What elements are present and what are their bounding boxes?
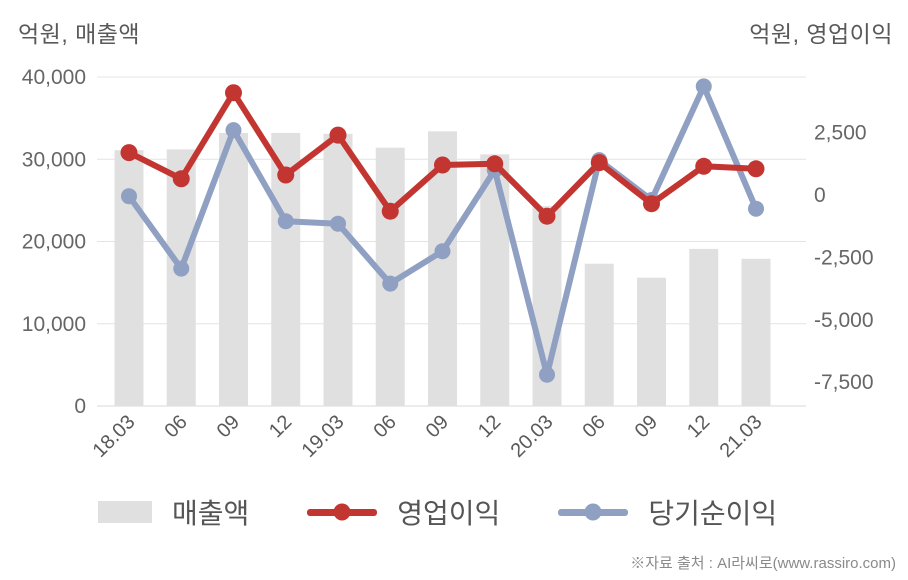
net-profit-point	[173, 260, 190, 277]
x-axis-tick-label: 12	[265, 411, 296, 442]
chart-legend: 매출액 영업이익 당기순이익	[98, 492, 777, 532]
net-profit-point	[748, 200, 764, 217]
net-profit-legend-swatch	[558, 503, 629, 521]
x-axis-tick-label: 09	[213, 411, 244, 442]
revenue-bar	[166, 149, 196, 406]
revenue-legend-swatch	[98, 501, 152, 523]
left-axis-tick-label: 0	[74, 395, 86, 418]
operating-profit-point	[747, 160, 765, 178]
operating-profit-point	[643, 195, 660, 213]
x-axis-tick-label: 21.03	[716, 411, 767, 462]
operating-profit-legend-marker-icon	[333, 503, 351, 521]
net-profit-point	[277, 213, 294, 230]
revenue-bar	[219, 132, 248, 406]
operating-profit-point	[590, 154, 608, 172]
left-axis-tick-label: 40,000	[22, 66, 86, 89]
net-profit-legend-marker-icon	[584, 503, 602, 521]
x-axis-tick-label: 12	[474, 411, 505, 442]
x-axis-tick-label: 12	[683, 411, 714, 442]
net-profit-point	[434, 243, 451, 260]
operating-profit-point	[434, 156, 451, 174]
operating-profit-point	[225, 84, 242, 102]
operating-profit-point	[329, 126, 347, 144]
legend-item-operating-profit[interactable]: 영업이익	[307, 492, 500, 532]
net-profit-point	[382, 275, 399, 292]
revenue-bar	[480, 154, 510, 406]
revenue-bar	[323, 133, 353, 406]
right-axis-tick-label: 0	[814, 184, 826, 207]
left-axis-tick-label: 20,000	[22, 231, 86, 254]
operating-profit-point	[120, 144, 138, 162]
x-axis-tick-label: 06	[369, 411, 400, 442]
right-axis-tick-label: -2,500	[814, 246, 874, 269]
operating-profit-point	[172, 170, 190, 188]
legend-label-net-profit: 당기순이익	[648, 498, 778, 529]
right-axis-tick-label: 2,500	[814, 122, 867, 145]
legend-label-operating-profit: 영업이익	[397, 498, 501, 529]
operating-profit-legend-swatch	[307, 503, 378, 521]
x-axis-tick-label: 18.03	[89, 411, 140, 462]
right-axis-tick-label: -7,500	[814, 371, 874, 394]
net-profit-point	[695, 78, 712, 95]
source-attribution: ※자료 출처 : AI라씨로(www.rassiro.com)	[630, 555, 896, 572]
x-axis-tick-label: 06	[578, 411, 609, 442]
operating-profit-point	[695, 157, 713, 175]
net-profit-point	[330, 215, 346, 232]
operating-profit-point	[277, 166, 295, 184]
x-axis-tick-label: 06	[160, 411, 191, 442]
net-profit-point	[539, 366, 555, 383]
net-profit-point	[121, 188, 137, 205]
right-axis-title: 억원, 영업이익	[749, 21, 893, 47]
left-axis-tick-label: 30,000	[22, 148, 86, 171]
right-axis-tick-label: -5,000	[814, 309, 874, 332]
net-profit-point	[225, 122, 242, 139]
x-axis-tick-label: 19.03	[298, 411, 349, 462]
operating-profit-point	[486, 155, 504, 173]
operating-profit-point	[381, 202, 399, 220]
revenue-bar	[689, 248, 719, 406]
x-axis-tick-label: 09	[422, 411, 453, 442]
operating-profit-point	[538, 207, 556, 225]
legend-label-revenue: 매출액	[172, 498, 250, 529]
revenue-bar	[584, 263, 614, 406]
x-axis-tick-label: 20.03	[507, 411, 558, 462]
legend-item-revenue[interactable]: 매출액	[98, 492, 249, 532]
left-axis-title: 억원, 매출액	[18, 21, 141, 47]
left-axis-tick-label: 10,000	[22, 313, 86, 336]
revenue-bar	[637, 277, 666, 406]
x-axis-tick-label: 09	[631, 411, 662, 442]
legend-item-net-profit[interactable]: 당기순이익	[558, 492, 777, 532]
revenue-bar	[741, 258, 771, 406]
